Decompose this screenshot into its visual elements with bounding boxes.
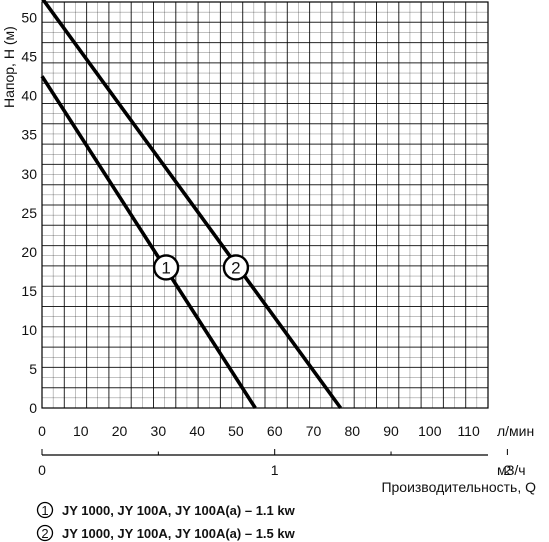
x-axis-label: Производительность, Q <box>381 479 536 495</box>
legend-label: JY 1000, JY 100A, JY 100A(a) – 1.1 kw <box>62 503 296 518</box>
x-tick-label: 0 <box>38 423 46 439</box>
x2-tick-label: 2 <box>503 462 511 478</box>
x-tick-label: 90 <box>383 423 399 439</box>
legend-label: JY 1000, JY 100A, JY 100A(a) – 1.5 kw <box>62 526 296 541</box>
y-tick-label: 35 <box>21 127 37 143</box>
x-tick-label: 60 <box>267 423 283 439</box>
y-tick-label: 50 <box>21 10 37 26</box>
y-tick-label: 15 <box>21 283 37 299</box>
y-tick-label: 30 <box>21 166 37 182</box>
legend-marker <box>36 524 54 542</box>
x-tick-label: 40 <box>189 423 205 439</box>
y-tick-label: 0 <box>29 400 37 416</box>
x-tick-label: 80 <box>344 423 360 439</box>
series-line <box>41 0 343 410</box>
x2-tick-label: 1 <box>271 462 279 478</box>
x-tick-label: 70 <box>306 423 322 439</box>
x-tick-label: 20 <box>112 423 128 439</box>
x-tick-label: 10 <box>73 423 89 439</box>
series-marker <box>152 254 180 281</box>
legend: 1 JY 1000, JY 100A, JY 100A(a) – 1.1 kw … <box>36 501 296 542</box>
legend-entry: 1 JY 1000, JY 100A, JY 100A(a) – 1.1 kw <box>36 501 296 519</box>
x-axis-unit: л/мин <box>497 423 534 439</box>
y-tick-label: 10 <box>21 322 37 338</box>
series-lines <box>40 0 343 410</box>
y-tick-label: 5 <box>29 361 37 377</box>
series-marker-label: 2 <box>231 258 240 277</box>
series-line <box>40 75 257 409</box>
legend-entry: 2 JY 1000, JY 100A, JY 100A(a) – 1.5 kw <box>36 524 296 542</box>
y-tick-label: 25 <box>21 205 37 221</box>
x2-axis-unit: м3/ч <box>497 462 526 478</box>
y-tick-label: 45 <box>21 49 37 65</box>
y-tick-label: 40 <box>21 88 37 104</box>
series-marker <box>222 254 250 281</box>
grid <box>41 1 489 409</box>
legend-marker-label: 2 <box>41 526 48 541</box>
x2-tick-label: 0 <box>38 462 46 478</box>
y-tick-label: 20 <box>21 244 37 260</box>
x-tick-label: 110 <box>457 423 480 439</box>
x-tick-label: 50 <box>228 423 244 439</box>
y-axis-label: Напор, Н (м) <box>1 26 17 108</box>
legend-marker-label: 1 <box>41 503 48 518</box>
series-marker-label: 1 <box>161 258 170 277</box>
x-tick-label: 100 <box>418 423 442 439</box>
x-tick-label: 30 <box>151 423 167 439</box>
legend-marker <box>36 501 54 519</box>
